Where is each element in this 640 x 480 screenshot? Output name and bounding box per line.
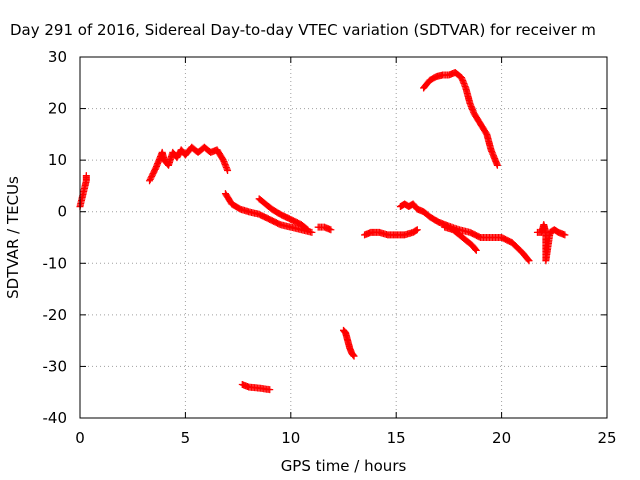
y-tick-label: -40: [43, 409, 68, 427]
data-point: [493, 161, 501, 169]
x-tick-label: 0: [75, 429, 85, 447]
y-tick-label: -30: [43, 357, 68, 375]
plot-frame: [79, 56, 608, 419]
data-point: [303, 225, 311, 233]
data-point: [471, 245, 479, 253]
x-tick-label: 25: [597, 429, 616, 447]
x-axis-title: GPS time / hours: [281, 457, 407, 475]
data-point: [350, 352, 358, 360]
x-tick-label: 20: [492, 429, 511, 447]
data-point: [308, 228, 316, 236]
y-tick-labels: -40 -30 -20 -10 0 10 20 30: [43, 48, 68, 427]
data-point: [327, 226, 335, 234]
data-point: [266, 386, 274, 394]
y-tick-label: -20: [43, 306, 68, 324]
data-point: [524, 256, 532, 264]
y-tick-label: 30: [48, 48, 67, 66]
data-point: [304, 226, 312, 234]
data-point: [224, 166, 232, 174]
y-axis-title: SDTVAR / TECUs: [4, 176, 22, 299]
data-point: [349, 351, 357, 359]
y-tick-label: 20: [48, 100, 67, 118]
y-tick-label: 0: [57, 203, 67, 221]
data-point: [472, 246, 480, 254]
y-tick-label: -10: [43, 254, 68, 272]
data-points: [76, 68, 569, 394]
data-point: [525, 257, 533, 265]
x-tick-label: 5: [181, 429, 191, 447]
x-tick-labels: 0 5 10 15 20 25: [75, 429, 616, 447]
grid: [80, 57, 607, 418]
chart-title: Day 291 of 2016, Sidereal Day-to-day VTE…: [10, 21, 596, 39]
axis-ticks: [79, 56, 608, 419]
x-tick-label: 10: [281, 429, 300, 447]
x-tick-label: 15: [387, 429, 406, 447]
data-point: [82, 172, 90, 180]
y-tick-label: 10: [48, 151, 67, 169]
data-point: [413, 226, 421, 234]
data-point: [561, 231, 569, 239]
